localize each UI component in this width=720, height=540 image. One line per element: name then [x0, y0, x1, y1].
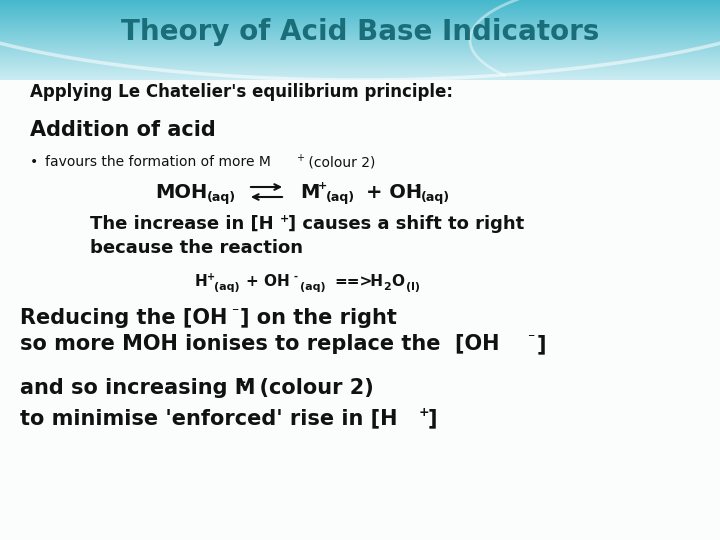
Text: 2: 2 [383, 282, 391, 292]
Text: + OH: + OH [246, 274, 289, 289]
Text: +: + [296, 153, 304, 163]
Text: +: + [318, 181, 328, 191]
Text: to minimise 'enforced' rise in [H: to minimise 'enforced' rise in [H [20, 408, 397, 428]
Text: •: • [30, 155, 38, 169]
Text: -: - [294, 272, 298, 282]
Text: +: + [280, 214, 289, 224]
Text: ] on the right: ] on the right [240, 308, 397, 328]
Text: O: O [391, 274, 404, 289]
Text: + OH: + OH [366, 183, 422, 201]
Text: Addition of acid: Addition of acid [30, 120, 216, 140]
Text: and so increasing M: and so increasing M [20, 378, 256, 398]
Text: ⁻: ⁻ [527, 331, 534, 345]
Text: (aq): (aq) [300, 282, 325, 292]
Text: (aq): (aq) [326, 191, 355, 204]
Text: ] causes a shift to right: ] causes a shift to right [288, 215, 524, 233]
Text: H: H [365, 274, 383, 289]
Text: (l): (l) [406, 282, 420, 292]
Text: MOH: MOH [155, 183, 207, 201]
Text: (colour 2): (colour 2) [245, 378, 374, 398]
Text: ==>: ==> [334, 274, 372, 289]
Text: ⁻: ⁻ [231, 305, 238, 319]
FancyBboxPatch shape [0, 80, 720, 540]
Text: favours the formation of more M: favours the formation of more M [45, 155, 271, 169]
Text: The increase in [H: The increase in [H [90, 215, 274, 233]
Text: -: - [414, 181, 418, 191]
Text: +: + [236, 375, 247, 388]
Text: Theory of Acid Base Indicators: Theory of Acid Base Indicators [121, 18, 599, 46]
Text: Applying Le Chatelier's equilibrium principle:: Applying Le Chatelier's equilibrium prin… [30, 83, 453, 101]
Text: ]: ] [428, 408, 438, 428]
Text: +: + [207, 272, 215, 282]
Text: H: H [195, 274, 208, 289]
Text: (aq): (aq) [207, 191, 236, 204]
Text: (aq): (aq) [214, 282, 240, 292]
Text: +: + [419, 406, 430, 419]
Text: M: M [300, 183, 320, 201]
Text: because the reaction: because the reaction [90, 239, 303, 257]
Text: (colour 2): (colour 2) [304, 155, 375, 169]
Text: so more MOH ionises to replace the  [OH: so more MOH ionises to replace the [OH [20, 334, 500, 354]
Text: ]: ] [537, 334, 546, 354]
Text: (aq): (aq) [421, 191, 450, 204]
Text: Reducing the [OH: Reducing the [OH [20, 308, 228, 328]
